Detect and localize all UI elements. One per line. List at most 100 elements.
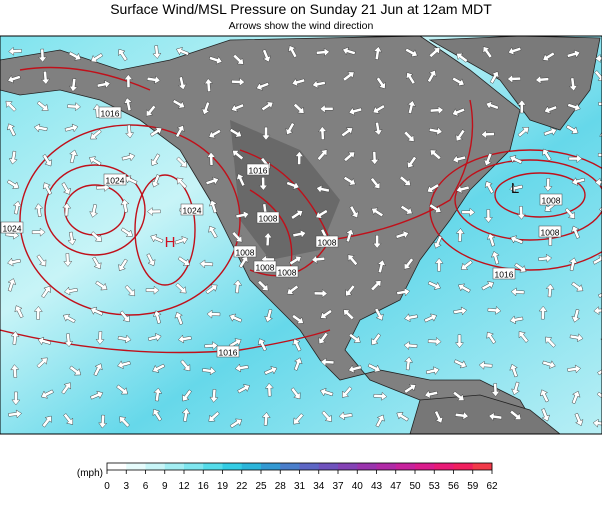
wind-arrow [373, 391, 388, 401]
wind-arrow [69, 149, 78, 164]
wind-arrow [371, 333, 381, 346]
wind-arrow [317, 149, 328, 161]
isobar-label: 1016 [219, 348, 238, 358]
wind-arrow [261, 126, 271, 141]
wind-arrow [292, 229, 307, 239]
wind-arrow [257, 338, 267, 352]
colorbar-segment [338, 463, 358, 470]
wind-arrow [229, 128, 242, 138]
isobar-label-box [180, 203, 204, 216]
wind-arrow [343, 176, 356, 186]
wind-arrow [182, 389, 192, 402]
colorbar-segment [126, 463, 146, 470]
colorbar-tick-label: 6 [143, 481, 149, 492]
wind-arrow [486, 233, 496, 247]
wind-arrow [62, 313, 76, 324]
wind-arrow [95, 331, 105, 345]
wind-arrow [535, 75, 549, 85]
colorbar-segment [453, 463, 474, 470]
wind-arrow [208, 199, 218, 214]
wind-arrow [597, 150, 602, 160]
wind-arrow [229, 418, 243, 429]
wind-arrow [261, 412, 271, 426]
wind-arrow [40, 389, 54, 399]
wind-arrow [31, 227, 46, 237]
wind-arrow [509, 409, 522, 420]
wind-arrow [178, 334, 192, 344]
wind-arrow [264, 308, 273, 323]
wind-arrow [343, 309, 355, 320]
colorbar-segment [280, 463, 300, 470]
wind-arrow [517, 99, 527, 114]
wind-arrow [98, 414, 108, 429]
wind-arrow [37, 336, 52, 346]
wind-arrow [118, 48, 128, 62]
wind-arrow [264, 382, 274, 397]
wind-arrow [8, 46, 22, 56]
wind-arrow [93, 363, 103, 377]
wind-arrow [231, 231, 243, 243]
wind-arrow [42, 154, 52, 167]
wind-arrow [542, 360, 556, 369]
wind-arrow [288, 45, 298, 58]
wind-arrow [482, 46, 493, 59]
colorbar-tick-label: 47 [390, 481, 402, 492]
wind-arrow [149, 127, 163, 137]
colorbar-segment [415, 463, 435, 470]
wind-arrow [316, 47, 330, 57]
wind-arrow [291, 314, 304, 324]
wind-arrow [208, 129, 222, 139]
wind-arrow [181, 408, 191, 422]
wind-arrow [569, 333, 584, 343]
wind-arrow [568, 154, 583, 164]
wind-arrow [235, 210, 250, 220]
wind-arrow [568, 77, 578, 92]
wind-arrow [564, 207, 576, 219]
wind-arrow [426, 183, 440, 193]
wind-arrow [568, 257, 578, 272]
wind-arrow [10, 331, 20, 345]
wind-arrow [146, 75, 161, 85]
wind-arrow [36, 357, 48, 369]
wind-arrow [120, 199, 130, 213]
wind-arrow [423, 313, 437, 323]
wind-arrow [67, 102, 81, 112]
wind-arrow [258, 177, 268, 191]
wind-arrow [347, 254, 358, 266]
wind-arrow [453, 306, 468, 316]
wind-arrow [452, 154, 466, 164]
wind-arrow [345, 284, 356, 297]
wind-arrow [118, 258, 128, 272]
wind-arrow [206, 151, 216, 166]
wind-arrow [318, 126, 327, 140]
wind-arrow [150, 234, 164, 243]
wind-arrow [405, 47, 418, 58]
wind-arrow [372, 235, 382, 249]
wind-arrow [291, 78, 306, 87]
wind-arrow [399, 175, 411, 186]
isobar-label-box [98, 106, 122, 119]
wind-arrow [41, 70, 50, 85]
wind-arrow [509, 183, 523, 193]
colorbar-tick-label: 37 [332, 481, 344, 492]
wind-arrow [124, 284, 136, 297]
colorbar-tick-label: 31 [294, 481, 306, 492]
wind-arrow [538, 254, 552, 263]
wind-arrow [90, 231, 102, 242]
isobar-label: 1016 [495, 270, 514, 280]
isobar-label-box [216, 345, 240, 358]
wind-arrow [290, 387, 301, 400]
wind-arrow [119, 310, 130, 323]
wind-arrow [201, 101, 210, 115]
colorbar-segment [107, 463, 127, 470]
wind-arrow [451, 76, 465, 87]
wind-arrow [8, 150, 18, 165]
wind-arrow [293, 357, 303, 371]
colorbar-tick-label: 22 [236, 481, 248, 492]
colorbar-segment [357, 463, 377, 470]
isobar-label: 1008 [236, 248, 255, 258]
wind-arrow [5, 100, 17, 112]
wind-arrow [566, 49, 581, 59]
